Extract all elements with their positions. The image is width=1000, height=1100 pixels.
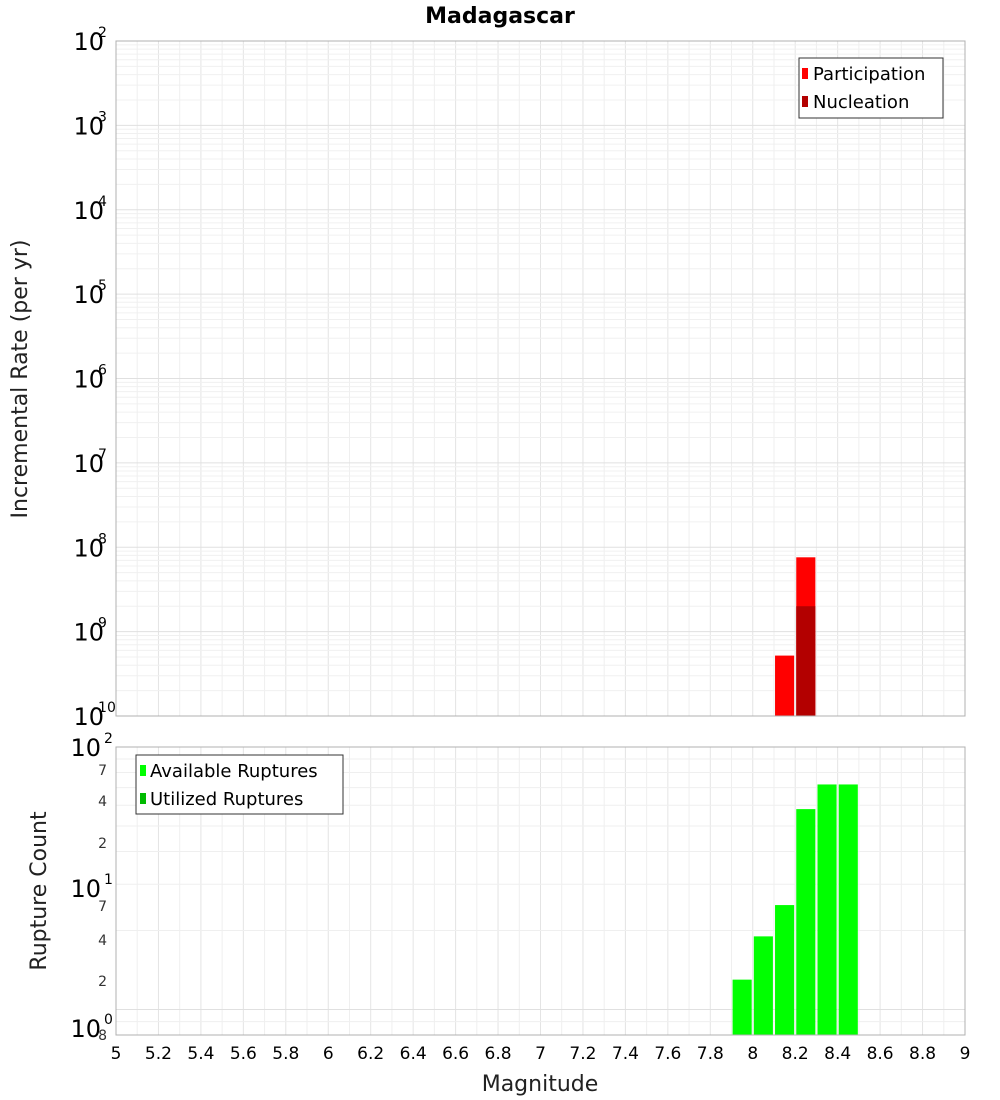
- available-ruptures-bar: [775, 905, 795, 1035]
- participation-bar: [775, 655, 795, 716]
- legend-swatch: [140, 793, 146, 804]
- x-tick-label: 5.8: [272, 1044, 299, 1064]
- x-tick-label: 7.8: [697, 1044, 724, 1064]
- top-y-tick-exp: -7: [93, 447, 107, 463]
- x-tick-label: 5.4: [187, 1044, 214, 1064]
- x-tick-label: 8: [747, 1044, 758, 1064]
- available-ruptures-bar: [753, 936, 773, 1035]
- bottom-y-tick-exp: 1: [104, 872, 113, 888]
- x-tick-label: 8.6: [867, 1044, 894, 1064]
- bottom-y-tick-base: 10: [70, 734, 101, 762]
- top-y-tick-base: 10: [73, 197, 104, 225]
- bottom-y-minor-tick: 8: [98, 1028, 107, 1044]
- top-y-tick-exp: -10: [93, 700, 116, 716]
- legend-label: Nucleation: [813, 92, 909, 113]
- top-legend: [798, 57, 944, 119]
- bottom-y-tick-exp: 0: [104, 1012, 113, 1028]
- x-tick-label: 6: [323, 1044, 334, 1064]
- x-tick-label: 7.2: [569, 1044, 596, 1064]
- x-tick-label: 5.2: [145, 1044, 172, 1064]
- available-ruptures-bar: [838, 784, 858, 1035]
- available-ruptures-bar: [732, 979, 752, 1035]
- x-tick-label: 8.2: [782, 1044, 809, 1064]
- available-ruptures-bar: [796, 809, 816, 1035]
- top-y-tick-base: 10: [73, 534, 104, 562]
- x-tick-label: 9: [960, 1044, 971, 1064]
- legend-swatch: [802, 96, 808, 107]
- bottom-legend: [135, 754, 344, 815]
- legend-swatch: [140, 765, 146, 776]
- legend-swatch: [802, 68, 808, 79]
- bottom-y-tick-base: 10: [70, 875, 101, 903]
- legend-label: Participation: [813, 64, 925, 85]
- bottom-y-minor-tick: 4: [98, 933, 107, 949]
- available-ruptures-bar: [817, 784, 837, 1035]
- x-tick-label: 6.2: [357, 1044, 384, 1064]
- nucleation-bar: [796, 606, 816, 716]
- top-y-tick-exp: -3: [93, 109, 107, 125]
- x-tick-label: 7: [535, 1044, 546, 1064]
- bottom-y-minor-tick: 7: [98, 763, 107, 779]
- bottom-y-minor-tick: 2: [98, 836, 107, 852]
- x-tick-label: 6.8: [485, 1044, 512, 1064]
- bottom-plot-border: [115, 746, 966, 1036]
- top-plot-border: [115, 40, 966, 717]
- x-tick-label: 6.6: [442, 1044, 469, 1064]
- top-y-tick-base: 10: [73, 703, 104, 731]
- top-grid: [115, 41, 966, 717]
- legend-label: Utilized Ruptures: [150, 789, 303, 810]
- legend-label: Available Ruptures: [150, 761, 318, 782]
- x-axis-label: Magnitude: [482, 1072, 599, 1097]
- top-y-axis-label: Incremental Rate (per yr): [8, 240, 33, 519]
- top-y-tick-exp: -2: [93, 25, 107, 41]
- bottom-y-minor-tick: 2: [98, 974, 107, 990]
- top-y-tick-exp: -8: [93, 531, 107, 547]
- top-y-tick-exp: -4: [93, 194, 107, 210]
- top-y-tick-base: 10: [73, 450, 104, 478]
- bottom-y-minor-tick: 7: [98, 899, 107, 915]
- bottom-y-tick-base: 10: [70, 1015, 101, 1043]
- x-tick-label: 5: [111, 1044, 122, 1064]
- chart-title: Madagascar: [425, 4, 575, 29]
- bottom-y-axis-label: Rupture Count: [27, 811, 52, 971]
- x-tick-label: 7.6: [654, 1044, 681, 1064]
- top-y-tick-base: 10: [73, 281, 104, 309]
- x-tick-label: 8.4: [824, 1044, 851, 1064]
- bottom-y-tick-exp: 2: [104, 731, 113, 747]
- x-tick-label: 8.8: [909, 1044, 936, 1064]
- x-tick-label: 5.6: [230, 1044, 257, 1064]
- top-y-tick-base: 10: [73, 28, 104, 56]
- x-tick-label: 7.4: [612, 1044, 639, 1064]
- top-y-tick-base: 10: [73, 366, 104, 394]
- top-y-tick-base: 10: [73, 112, 104, 140]
- bottom-y-minor-tick: 4: [98, 794, 107, 810]
- top-y-tick-exp: -9: [93, 616, 107, 632]
- top-y-tick-base: 10: [73, 619, 104, 647]
- top-y-tick-exp: -5: [93, 278, 107, 294]
- top-y-tick-exp: -6: [93, 363, 107, 379]
- x-tick-label: 6.4: [400, 1044, 427, 1064]
